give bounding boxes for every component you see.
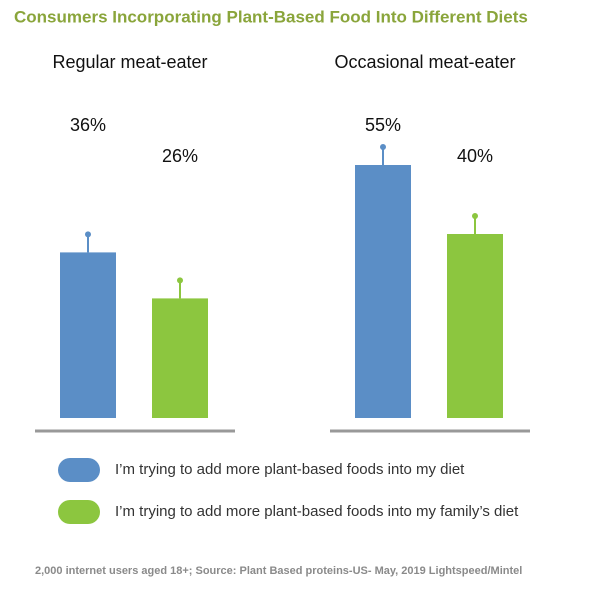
whisker-cap [380,144,386,150]
panel-title: Occasional meat-eater [334,52,515,72]
bar [447,234,503,418]
panel-title: Regular meat-eater [52,52,207,72]
whisker-cap [472,213,478,219]
value-label: 40% [457,146,493,166]
source-note: 2,000 internet users aged 18+; Source: P… [35,565,522,577]
bar [152,298,208,418]
bar [60,252,116,418]
legend-label: I’m trying to add more plant-based foods… [115,503,519,520]
value-label: 26% [162,146,198,166]
legend-swatch [58,500,100,524]
chart-title: Consumers Incorporating Plant-Based Food… [14,7,528,26]
whisker-cap [85,231,91,238]
value-label: 36% [70,115,106,135]
bar [355,165,411,418]
value-label: 55% [365,115,401,135]
legend-label: I’m trying to add more plant-based foods… [115,461,465,478]
whisker-cap [177,277,183,284]
legend-swatch [58,458,100,482]
